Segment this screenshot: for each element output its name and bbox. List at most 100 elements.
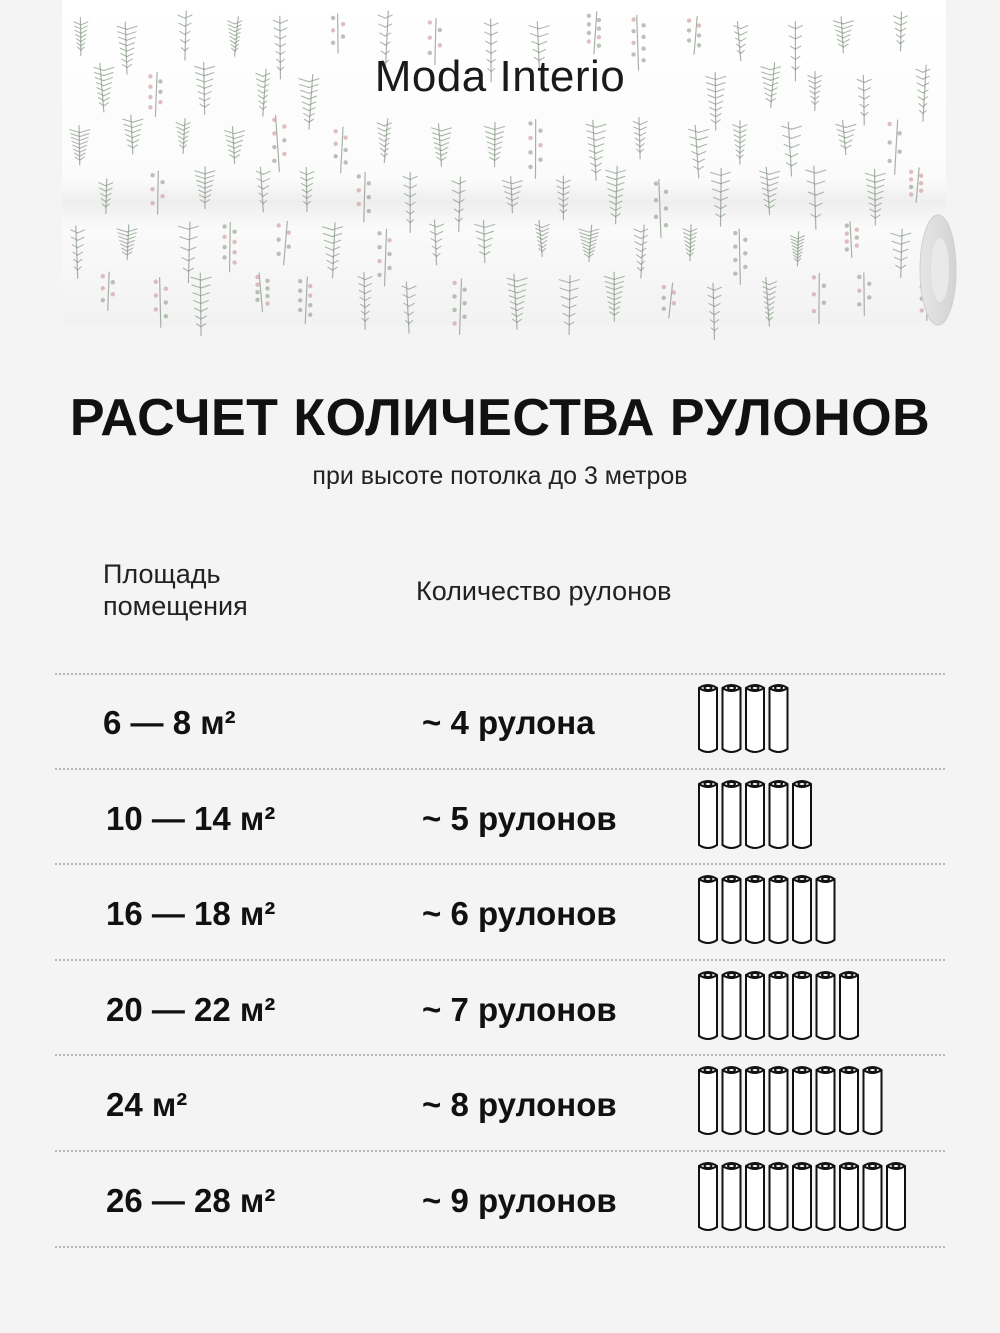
roll-icon <box>815 1066 836 1135</box>
area-value: 16 — 18 м² <box>106 895 276 932</box>
botanical-sprig <box>116 21 138 75</box>
table-divider <box>55 673 945 675</box>
botanical-sprig <box>733 21 749 62</box>
roll-icon <box>745 1066 765 1135</box>
botanical-sprig <box>73 17 89 56</box>
botanical-sprig <box>116 224 138 261</box>
roll-icon <box>768 1162 789 1231</box>
roll-icon <box>721 1066 742 1135</box>
table-row: 20 — 22 м² ~ 7 рулонов <box>0 961 1000 1056</box>
botanical-sprig <box>892 11 909 52</box>
roll-icon <box>745 971 765 1040</box>
botanical-sprig <box>807 70 823 112</box>
botanical-sprig <box>706 282 723 340</box>
roll-icon <box>792 780 812 849</box>
botanical-sprig <box>272 15 288 80</box>
roll-icon <box>862 1066 883 1135</box>
botanical-sprig <box>430 123 453 167</box>
botanical-sprig <box>915 64 931 123</box>
wallpaper-roll-hero: Moda Interio <box>0 0 1000 340</box>
botanical-sprig <box>276 220 291 266</box>
botanical-sprig <box>474 219 496 264</box>
area-value: 20 — 22 м² <box>106 991 276 1028</box>
botanical-sprig <box>255 68 271 117</box>
botanical-sprig <box>98 178 114 214</box>
page-title: РАСЧЕТ КОЛИЧЕСТВА РУЛОНОВ <box>69 389 931 447</box>
botanical-sprig <box>321 222 344 279</box>
botanical-sprig <box>69 125 91 166</box>
botanical-sprig <box>194 61 216 116</box>
botanical-sprig <box>501 175 523 214</box>
roll-icon <box>862 1162 883 1231</box>
roll-icon <box>698 971 718 1040</box>
roll-icon <box>792 1066 812 1135</box>
botanical-sprig <box>534 219 550 258</box>
botanical-sprig <box>578 224 600 263</box>
botanical-sprig <box>682 224 698 262</box>
rolls-value: ~ 8 рулонов <box>422 1086 617 1123</box>
roll-icon <box>721 1162 742 1231</box>
rolls-icon-group <box>698 1066 883 1135</box>
botanical-sprig <box>789 231 806 267</box>
botanical-sprig <box>787 21 803 82</box>
botanical-sprig <box>759 166 781 216</box>
botanical-sprig <box>272 115 287 173</box>
area-value: 6 — 8 м² <box>103 704 236 741</box>
botanical-sprig <box>686 15 702 55</box>
botanical-sprig <box>299 166 315 213</box>
column-header-area: Площадь помещения <box>103 558 363 622</box>
roll-icon <box>745 875 765 944</box>
rolls-value: ~ 6 рулонов <box>422 895 617 932</box>
botanical-sprig <box>376 118 392 164</box>
table-divider <box>55 1246 945 1248</box>
botanical-sprig <box>528 21 550 70</box>
botanical-sprig <box>856 74 872 126</box>
botanical-sprig <box>227 16 243 57</box>
botanical-sprig <box>781 121 803 177</box>
area-value: 10 — 14 м² <box>106 800 276 837</box>
roll-icon <box>839 971 859 1040</box>
table-row: 6 — 8 м² ~ 4 рулона <box>0 674 1000 769</box>
column-header-rolls: Количество рулонов <box>416 576 672 606</box>
rolls-value: ~ 4 рулона <box>422 704 595 741</box>
botanical-sprig <box>605 165 627 225</box>
wallpaper-roll-image <box>62 0 957 340</box>
botanical-sprig <box>586 11 602 55</box>
roll-icon <box>745 1162 765 1231</box>
roll-icon <box>768 875 789 944</box>
column-header-area-line1: Площадь <box>103 559 221 589</box>
botanical-sprig <box>298 74 320 130</box>
table-row: 24 м² ~ 8 рулонов <box>0 1056 1000 1151</box>
table-divider <box>55 959 945 961</box>
roll-icon <box>698 1066 718 1135</box>
roll-icon <box>815 875 836 944</box>
table-divider <box>55 768 945 770</box>
table-divider <box>55 1054 945 1056</box>
rolls-value: ~ 7 рулонов <box>422 991 617 1028</box>
botanical-sprig <box>70 225 86 279</box>
roll-icon <box>768 684 789 753</box>
botanical-sprig <box>811 272 827 325</box>
botanical-sprig <box>224 126 246 165</box>
roll-icon <box>886 1162 906 1231</box>
roll-icon <box>768 1066 789 1135</box>
botanical-sprig <box>483 121 506 168</box>
botanical-sprig <box>733 228 748 286</box>
botanical-sprig <box>805 165 827 231</box>
botanical-sprig <box>177 10 193 61</box>
botanical-sprig <box>603 271 625 322</box>
botanical-sprig <box>857 272 872 316</box>
botanical-sprig <box>558 275 580 335</box>
table-row: 16 — 18 м² ~ 6 рулонов <box>0 865 1000 960</box>
botanical-sprig <box>709 167 732 227</box>
botanical-sprig <box>890 228 912 278</box>
roll-icon <box>815 1162 836 1231</box>
botanical-sprig <box>148 71 163 118</box>
botanical-sprig <box>908 167 924 203</box>
botanical-sprig <box>333 126 348 174</box>
roll-icon <box>792 875 812 944</box>
botanical-sprig <box>761 277 777 327</box>
botanical-sprig <box>452 278 467 335</box>
botanical-sprig <box>864 168 886 226</box>
roll-icon <box>721 875 742 944</box>
